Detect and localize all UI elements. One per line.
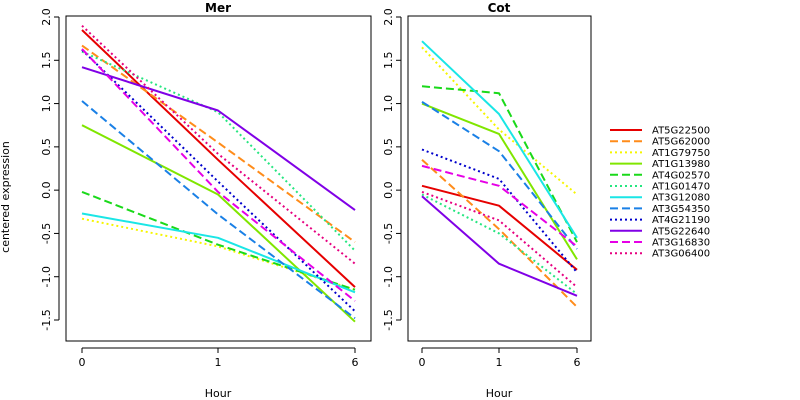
mer-axes: -1.5 -1.0 -0.5 0.0 0.5 1.0 1.5 2.0 0 1 6 [40, 8, 359, 369]
legend-label: AT5G22640 [652, 226, 710, 237]
cot-series-line-at1g79750 [421, 46, 578, 196]
mer-y-tick-label: 0.5 [40, 138, 53, 156]
cot-series-line-at3g12080 [421, 40, 578, 239]
mer-y-tick-label: 2.0 [40, 8, 53, 26]
cot-series-line-at3g54350 [421, 100, 578, 250]
cot-x-axis-title: Hour [486, 387, 513, 400]
legend-label: AT3G06400 [652, 249, 710, 260]
mer-x-axis-title: Hour [205, 387, 232, 400]
mer-y-tick-label: 1.0 [40, 95, 53, 113]
y-axis-title: centered expression [0, 141, 12, 253]
cot-series-line-at5g22500 [421, 184, 578, 271]
cot-series-line-at5g22640 [421, 195, 578, 297]
mer-y-tick-label: 1.5 [40, 52, 53, 70]
legend-label: AT5G22500 [652, 126, 710, 137]
mer-x-tick-label: 1 [215, 356, 222, 369]
cot-series-line-at4g02570 [421, 85, 578, 243]
legend-label: AT3G54350 [652, 204, 710, 215]
mer-series-line-at3g54350 [81, 100, 356, 320]
cot-lines [421, 40, 578, 308]
cot-series-line-at1g01470 [421, 193, 578, 295]
cot-series-line-at3g06400 [421, 190, 578, 288]
cot-y-tick-label: 2.0 [382, 8, 395, 26]
mer-x-tick-label: 6 [352, 356, 359, 369]
legend-label: AT5G62000 [652, 137, 710, 148]
mer-series-line-at5g62000 [81, 44, 356, 243]
cot-y-tick-label: 1.0 [382, 95, 395, 113]
mer-y-tick-label: -1.0 [40, 266, 53, 287]
mer-panel-title: Mer [205, 1, 231, 15]
legend-label: AT4G21190 [652, 215, 710, 226]
legend-label: AT3G16830 [652, 238, 710, 249]
cot-y-tick-label: 0.0 [382, 181, 395, 199]
mer-series-line-at4g21190 [81, 49, 356, 313]
cot-x-tick-label: 0 [419, 356, 426, 369]
legend-label: AT1G79750 [652, 148, 710, 159]
mer-series-line-at1g13980 [81, 124, 356, 323]
mer-series-line-at3g12080 [81, 212, 356, 294]
legend-label: AT3G12080 [652, 193, 710, 204]
mer-plot-frame [65, 15, 372, 342]
legend-label: AT1G13980 [652, 159, 710, 170]
mer-lines [81, 24, 356, 323]
mer-y-tick-label: 0.0 [40, 181, 53, 199]
cot-x-tick-label: 1 [496, 356, 503, 369]
cot-y-tick-label: -1.5 [382, 309, 395, 330]
mer-series-line-at1g79750 [81, 217, 356, 291]
legend-label: AT1G01470 [652, 182, 710, 193]
cot-y-tick-label: -1.0 [382, 266, 395, 287]
cot-series-line-at5g62000 [421, 159, 578, 308]
cot-y-tick-label: 1.5 [382, 52, 395, 70]
mer-x-tick-label: 0 [79, 356, 86, 369]
legend: AT5G22500AT5G62000AT1G79750AT1G13980AT4G… [610, 126, 710, 260]
mer-y-tick-label: -1.5 [40, 309, 53, 330]
cot-plot-frame [407, 15, 592, 342]
mer-series-line-at3g06400 [81, 24, 356, 265]
mer-series-line-at5g22500 [81, 29, 356, 288]
cot-panel-title: Cot [488, 1, 511, 15]
mer-y-tick-label: -0.5 [40, 223, 53, 244]
cot-series-line-at3g16830 [421, 164, 578, 248]
mer-series-line-at3g16830 [81, 48, 356, 302]
mer-series-line-at5g22640 [81, 66, 356, 211]
cot-y-tick-label: -0.5 [382, 223, 395, 244]
legend-label: AT4G02570 [652, 170, 710, 181]
cot-axes: -1.5 -1.0 -0.5 0.0 0.5 1.0 1.5 2.0 0 1 6 [382, 8, 581, 369]
cot-panel: Cot Hour -1.5 -1.0 -0.5 0.0 0.5 1.0 1.5 2.0 0 1 6 [382, 1, 592, 400]
cot-y-tick-label: 0.5 [382, 138, 395, 156]
cot-series-line-at4g21190 [421, 148, 578, 274]
cot-x-tick-label: 6 [574, 356, 581, 369]
mer-panel: Mer Hour -1.5 -1.0 -0.5 0.0 0.5 1.0 1.5 2.0 0 1 6 [40, 1, 372, 400]
